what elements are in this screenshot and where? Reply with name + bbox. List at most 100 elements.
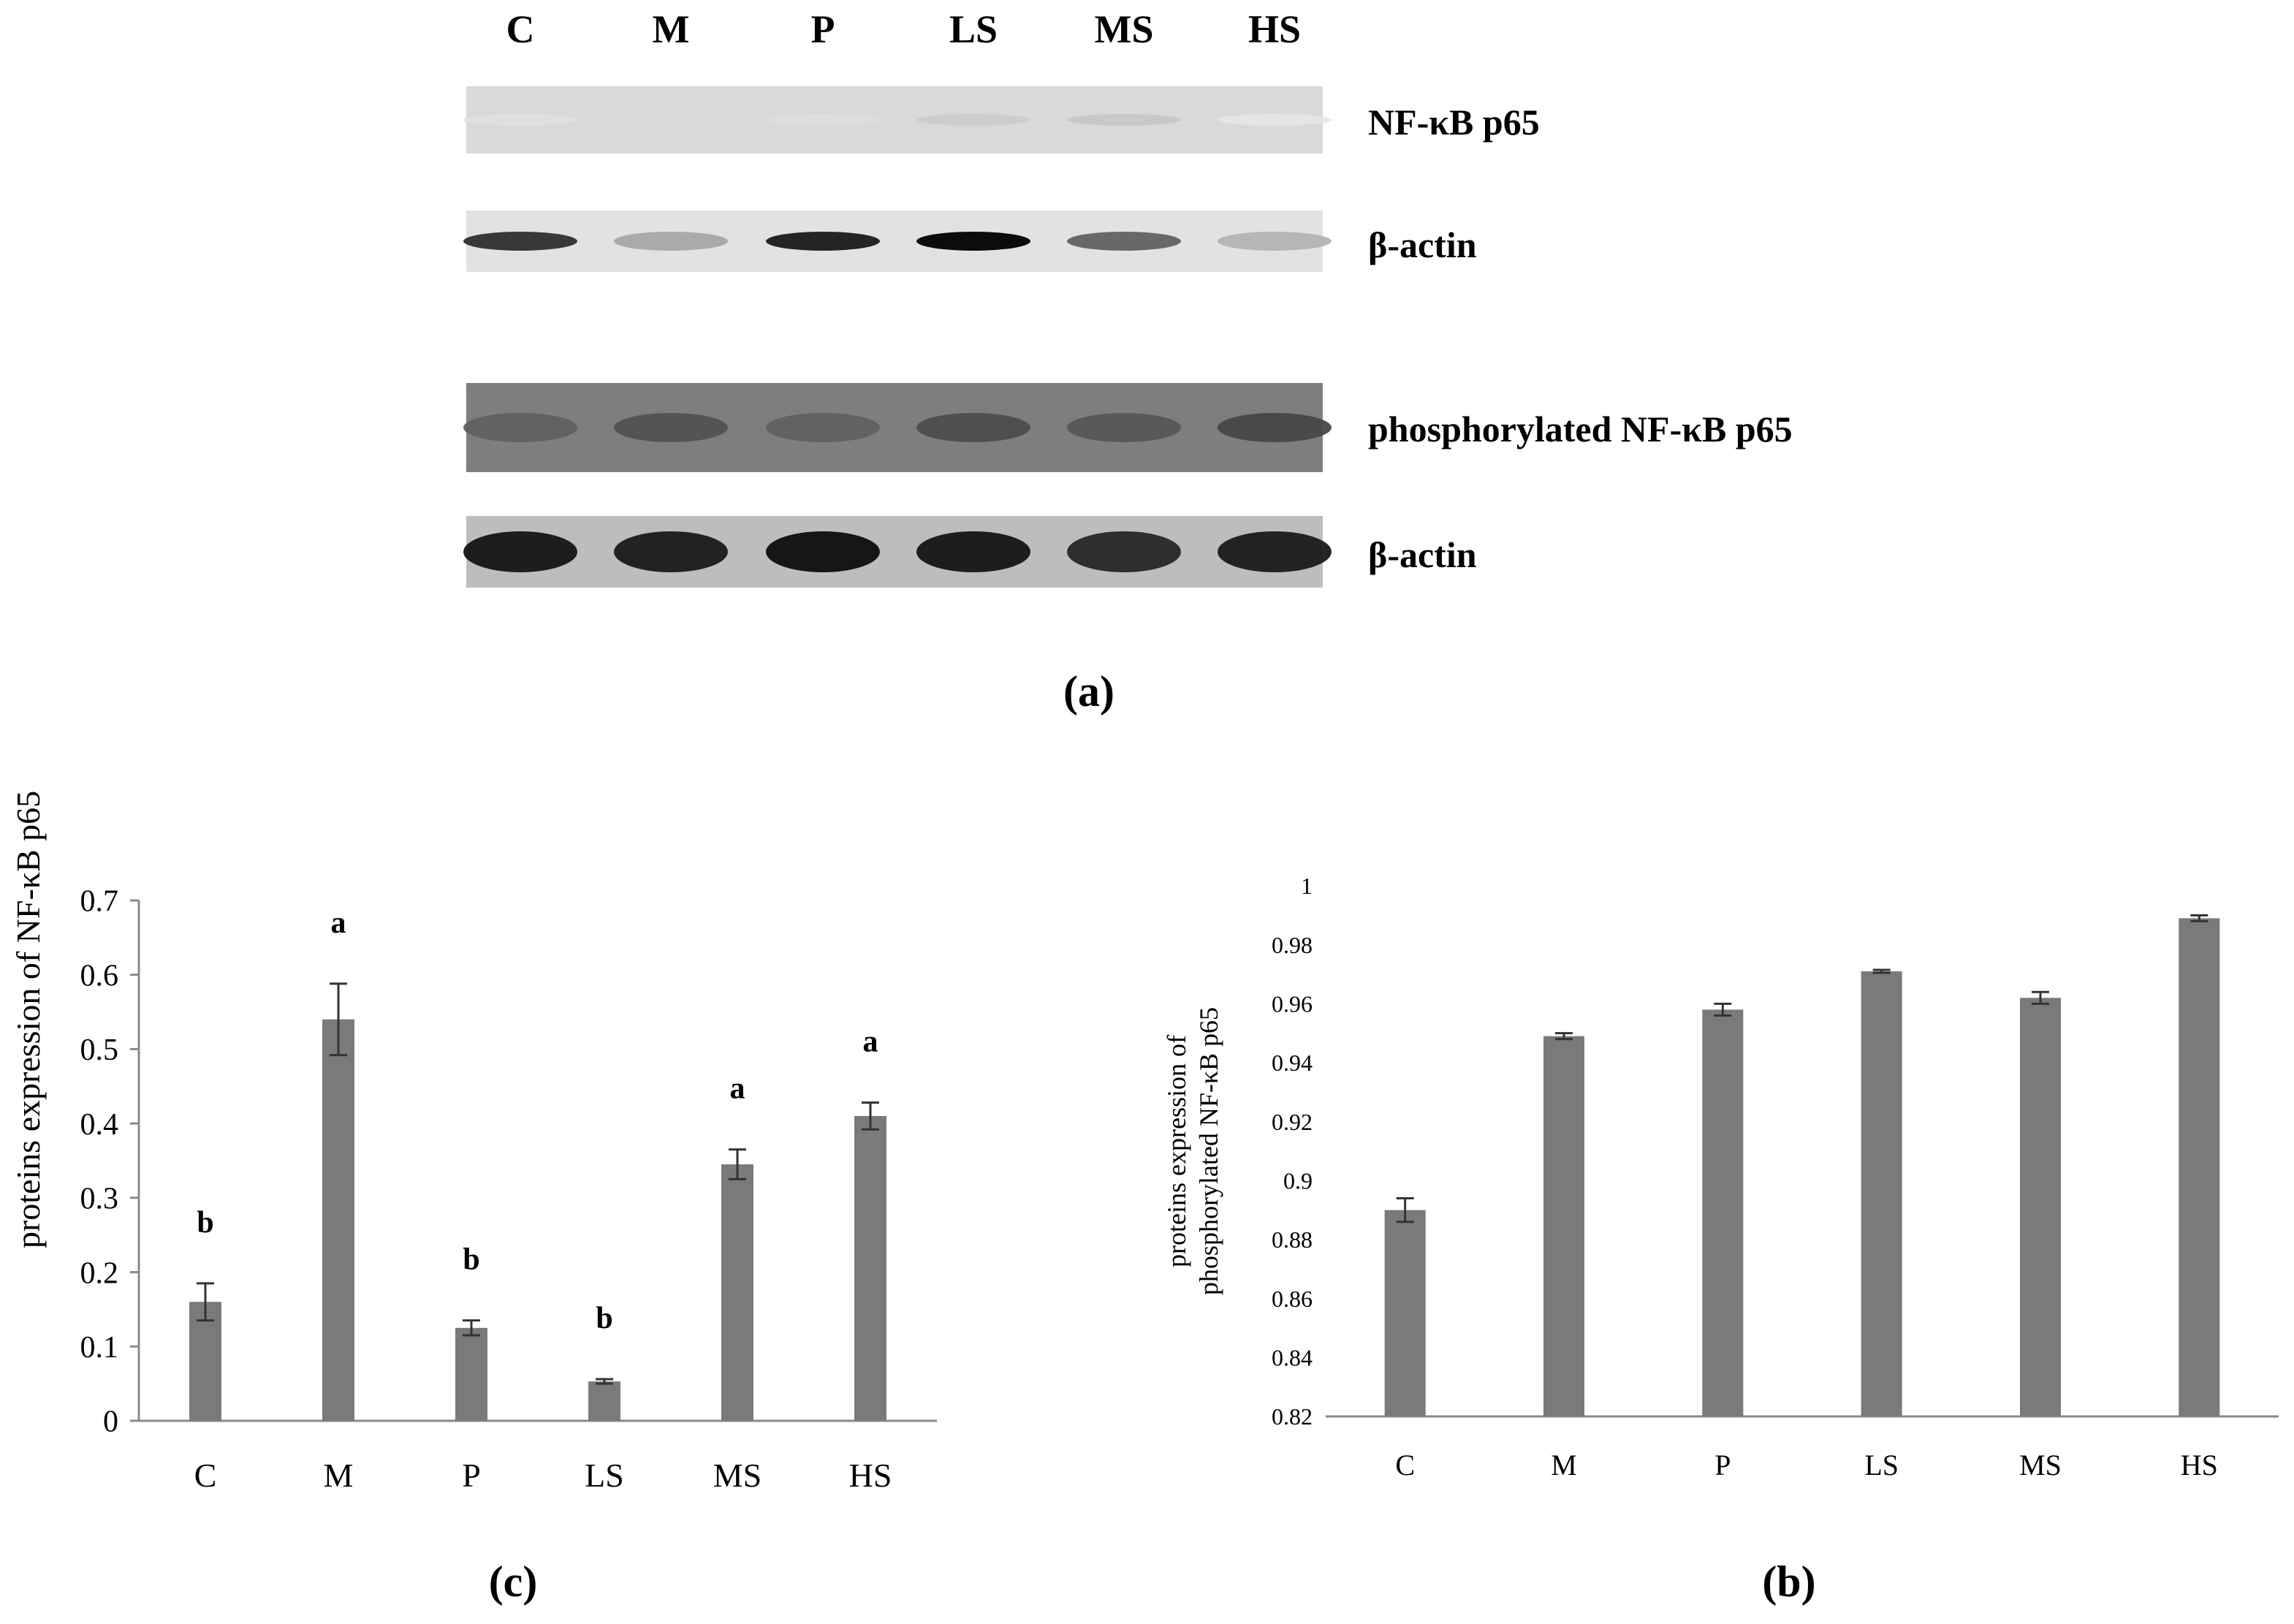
lane-label-ls: LS <box>949 7 998 51</box>
blot-strip-background <box>466 516 1323 588</box>
y-tick-label: 0.84 <box>1272 1345 1313 1371</box>
bar <box>455 1327 487 1421</box>
bar <box>189 1302 221 1421</box>
y-tick-label: 0.9 <box>1283 1168 1313 1194</box>
bar-chart-nfkb-p65: proteins expression of NF-κB p65 0 0.1 0.2… <box>10 791 937 1606</box>
y-axis-label-line-1: proteins expression of <box>1162 1035 1191 1267</box>
lane-labels: C M P LS MS HS <box>506 7 1302 51</box>
bar <box>2020 998 2061 1416</box>
western-blot-panel: C M P LS MS HS NF-κB p65 β-actin phospho… <box>463 7 1793 716</box>
y-tick-label: 0.5 <box>80 1033 119 1067</box>
blot-label-nfkb-p65: NF-κB p65 <box>1368 102 1540 143</box>
blot-band <box>766 413 880 442</box>
blot-band <box>916 531 1030 572</box>
significance-letter: a <box>730 1072 745 1106</box>
bar <box>1543 1036 1584 1416</box>
x-tick-label: MS <box>713 1457 761 1494</box>
blot-band <box>766 531 880 572</box>
x-tick-label: M <box>324 1457 354 1494</box>
y-axis-label-line-2: phosphorylated NF-κB p65 <box>1194 1007 1223 1295</box>
x-tick-label: P <box>462 1457 481 1494</box>
panel-label-c: (c) <box>489 1557 538 1606</box>
x-tick-label: C <box>194 1457 217 1494</box>
blot-band <box>1218 232 1332 251</box>
x-tick-label: HS <box>849 1457 892 1494</box>
blot-band <box>916 114 1030 126</box>
blot-strip-background <box>466 383 1323 472</box>
y-tick-label: 0.7 <box>80 885 119 919</box>
blot-strip-phospho-nfkb-p65 <box>463 383 1332 472</box>
blot-band <box>614 114 728 126</box>
blot-band <box>916 413 1030 442</box>
blot-band <box>1067 531 1181 572</box>
y-tick-label: 0.88 <box>1272 1226 1313 1253</box>
x-tick-label: LS <box>585 1457 624 1494</box>
lane-label-m: M <box>653 7 690 51</box>
lane-label-ms: MS <box>1095 7 1154 51</box>
panel-label-a: (a) <box>1063 667 1114 716</box>
y-tick-label: 0.2 <box>80 1256 119 1290</box>
x-tick-label: LS <box>1864 1449 1899 1481</box>
y-tick-label: 0.4 <box>80 1108 119 1142</box>
x-tick-label: HS <box>2181 1449 2218 1481</box>
blot-band <box>1218 531 1332 572</box>
lane-label-hs: HS <box>1248 7 1301 51</box>
blot-strip-beta-actin-2 <box>463 516 1332 588</box>
significance-letter: b <box>596 1302 612 1335</box>
x-tick-label: P <box>1714 1449 1731 1481</box>
blot-label-phospho-nfkb-p65: phosphorylated NF-κB p65 <box>1368 409 1793 449</box>
x-tick-label: C <box>1395 1449 1415 1481</box>
blot-label-beta-actin-2: β-actin <box>1368 534 1477 575</box>
bar <box>854 1115 886 1421</box>
x-tick-label: M <box>1551 1449 1577 1481</box>
bar <box>1702 1009 1744 1416</box>
blot-band <box>766 232 880 251</box>
panel-label-b: (b) <box>1762 1557 1815 1606</box>
blot-band <box>463 114 577 126</box>
blot-strip-nfkb-p65 <box>463 86 1332 153</box>
blot-band <box>614 232 728 251</box>
bar <box>1384 1210 1426 1416</box>
blot-band <box>1218 413 1332 442</box>
blot-band <box>463 232 577 251</box>
blot-band <box>463 531 577 572</box>
lane-label-c: C <box>506 7 535 51</box>
blot-label-beta-actin-1: β-actin <box>1368 224 1477 265</box>
blot-band <box>766 114 880 126</box>
y-tick-label: 0.82 <box>1272 1403 1313 1430</box>
bar <box>322 1019 354 1421</box>
blot-band <box>614 413 728 442</box>
x-tick-label: MS <box>2019 1449 2062 1481</box>
bar <box>721 1164 753 1421</box>
y-tick-label: 1 <box>1301 873 1313 899</box>
blot-band <box>916 232 1030 251</box>
y-tick-label: 0.98 <box>1272 932 1313 958</box>
y-axis-label: proteins expression of NF-κB p65 <box>10 791 47 1248</box>
lane-label-p: P <box>811 7 835 51</box>
y-tick-label: 0.3 <box>80 1183 119 1216</box>
y-tick-label: 0.96 <box>1272 991 1313 1017</box>
blot-strip-beta-actin-1 <box>463 210 1332 272</box>
blot-band <box>1218 114 1332 126</box>
bar-chart-phospho-nfkb-p65: proteins expression of phosphorylated NF… <box>1162 873 2279 1606</box>
bar <box>1861 971 1902 1416</box>
significance-letter: a <box>331 906 346 940</box>
y-tick-label: 0 <box>103 1405 118 1439</box>
y-tick-label: 0.92 <box>1272 1109 1313 1135</box>
y-tick-label: 0.86 <box>1272 1286 1313 1312</box>
y-tick-label: 0.94 <box>1272 1050 1313 1076</box>
y-tick-label: 0.1 <box>80 1331 119 1365</box>
significance-letter: b <box>463 1243 479 1277</box>
blot-band <box>463 413 577 442</box>
y-tick-label: 0.6 <box>80 959 119 993</box>
significance-letter: b <box>197 1206 213 1240</box>
blot-band <box>1067 232 1181 251</box>
blot-band <box>1067 114 1181 126</box>
blot-band <box>614 531 728 572</box>
blot-band <box>1067 413 1181 442</box>
bar <box>2179 918 2220 1416</box>
blot-strip-background <box>466 86 1323 153</box>
significance-letter: a <box>863 1025 878 1059</box>
blot-strip-background <box>466 210 1323 272</box>
